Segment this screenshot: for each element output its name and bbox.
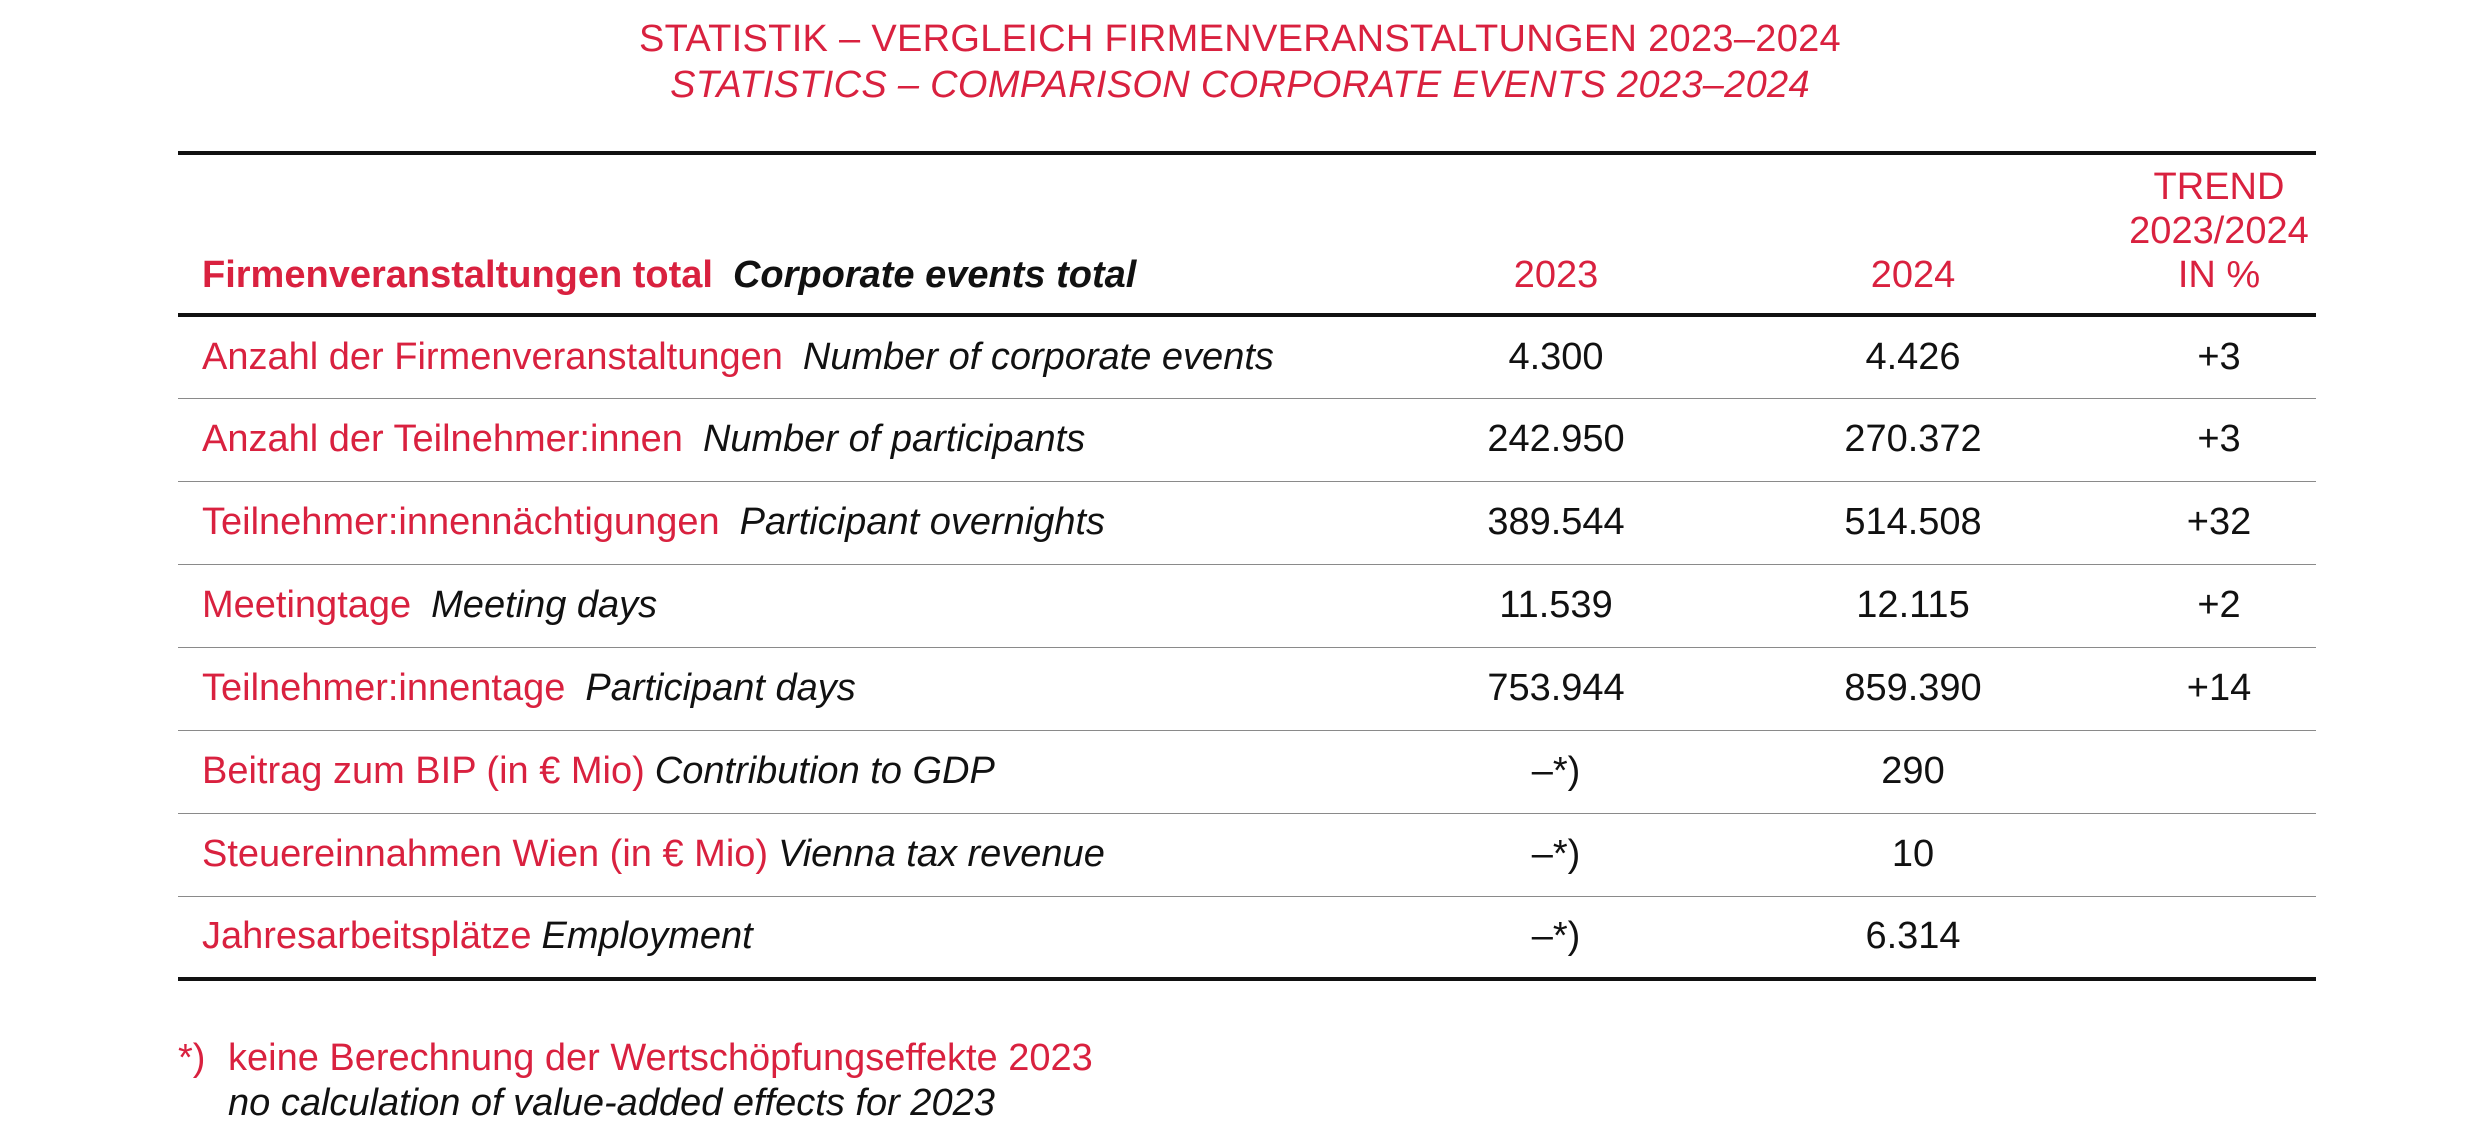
value-2023: –*) bbox=[1531, 750, 1581, 792]
value-2024: 859.390 bbox=[1844, 667, 1982, 709]
row-label-english: Contribution to GDP bbox=[654, 750, 995, 792]
value-trend: +14 bbox=[2186, 667, 2252, 709]
table-row: Meetingtage Meeting days 11.539 12.115 +2 bbox=[178, 564, 2316, 647]
value-trend: +32 bbox=[2186, 501, 2252, 543]
header-label-cell: Firmenveranstaltungen total Corporate eve… bbox=[178, 153, 1408, 315]
row-label: Anzahl der Firmenveranstaltungen Number o… bbox=[178, 315, 1408, 398]
row-label-german: Jahresarbeitsplätze bbox=[202, 915, 532, 958]
statistics-table-wrap: Firmenveranstaltungen total Corporate eve… bbox=[178, 151, 2316, 981]
value-2023: 4.300 bbox=[1508, 335, 1604, 378]
header-label-english: Corporate events total bbox=[732, 254, 1137, 296]
title-block: STATISTIK – VERGLEICH FIRMENVERANSTALTUN… bbox=[0, 16, 2480, 108]
statistics-table: Firmenveranstaltungen total Corporate eve… bbox=[178, 151, 2316, 981]
row-label-english: Participant days bbox=[585, 667, 856, 709]
row-label-english: Number of participants bbox=[702, 418, 1086, 460]
row-label: Beitrag zum BIP (in € Mio) Contribution t… bbox=[178, 730, 1408, 813]
value-2024: 270.372 bbox=[1844, 418, 1982, 460]
value-2023: –*) bbox=[1531, 915, 1581, 958]
row-label-german: Anzahl der Teilnehmer:innen bbox=[202, 418, 683, 460]
page-title-german: STATISTIK – VERGLEICH FIRMENVERANSTALTUN… bbox=[639, 18, 1841, 60]
footnote-english: no calculation of value-added effects fo… bbox=[228, 1082, 995, 1124]
footnote-german: keine Berechnung der Wertschöpfungseffek… bbox=[228, 1037, 1093, 1079]
value-trend bbox=[2122, 730, 2316, 813]
footnote-german-line: *) keine Berechnung der Wertschöpfungseff… bbox=[178, 1036, 1093, 1081]
row-label-english: Participant overnights bbox=[739, 501, 1106, 543]
footnote: *) keine Berechnung der Wertschöpfungseff… bbox=[178, 1036, 1093, 1126]
row-label-english: Employment bbox=[541, 915, 753, 958]
row-label-german: Teilnehmer:innennächtigungen bbox=[202, 501, 720, 543]
header-year-2023: 2023 bbox=[1513, 254, 1599, 296]
header-trend: TREND 2023/2024 IN % bbox=[2122, 153, 2316, 315]
table-row: Anzahl der Teilnehmer:innen Number of par… bbox=[178, 398, 2316, 481]
header-label-german: Firmenveranstaltungen total bbox=[202, 254, 713, 296]
row-label-english: Meeting days bbox=[431, 584, 658, 626]
value-2023: 389.544 bbox=[1487, 501, 1625, 543]
value-trend bbox=[2122, 813, 2316, 896]
value-2024: 290 bbox=[1881, 750, 1945, 792]
footnote-mark: *) bbox=[178, 1037, 206, 1079]
value-trend: +3 bbox=[2197, 418, 2241, 460]
header-trend-line3: IN % bbox=[2177, 254, 2261, 296]
row-label-english: Number of corporate events bbox=[802, 335, 1274, 378]
table-row: Teilnehmer:innentage Participant days 753… bbox=[178, 647, 2316, 730]
value-2024: 12.115 bbox=[1856, 584, 1970, 626]
value-2024: 6.314 bbox=[1865, 915, 1961, 958]
table-row: Anzahl der Firmenveranstaltungen Number o… bbox=[178, 315, 2316, 398]
header-year-2024: 2024 bbox=[1870, 254, 1956, 296]
page-title-english: STATISTICS – COMPARISON CORPORATE EVENTS… bbox=[670, 64, 1810, 106]
value-2024: 514.508 bbox=[1844, 501, 1982, 543]
value-2024: 10 bbox=[1891, 833, 1935, 875]
row-label-german: Steuereinnahmen Wien (in € Mio) bbox=[202, 833, 769, 875]
row-label: Teilnehmer:innennächtigungen Participant … bbox=[178, 481, 1408, 564]
value-2023: 753.944 bbox=[1487, 667, 1625, 709]
row-label-english: Vienna tax revenue bbox=[778, 833, 1105, 875]
table-row: Steuereinnahmen Wien (in € Mio) Vienna ta… bbox=[178, 813, 2316, 896]
table-row: Beitrag zum BIP (in € Mio) Contribution t… bbox=[178, 730, 2316, 813]
value-trend: +2 bbox=[2197, 584, 2241, 626]
value-2023: –*) bbox=[1531, 833, 1581, 875]
row-label: Anzahl der Teilnehmer:innen Number of par… bbox=[178, 398, 1408, 481]
header-trend-line1: TREND bbox=[2153, 166, 2285, 208]
row-label-german: Meetingtage bbox=[202, 584, 412, 626]
row-label: Teilnehmer:innentage Participant days bbox=[178, 647, 1408, 730]
row-label: Steuereinnahmen Wien (in € Mio) Vienna ta… bbox=[178, 813, 1408, 896]
row-label-german: Teilnehmer:innentage bbox=[202, 667, 566, 709]
header-trend-line2: 2023/2024 bbox=[2129, 210, 2309, 252]
row-label-german: Beitrag zum BIP (in € Mio) bbox=[202, 750, 645, 792]
value-2023: 11.539 bbox=[1499, 584, 1613, 626]
table-row: Teilnehmer:innennächtigungen Participant … bbox=[178, 481, 2316, 564]
value-2024: 4.426 bbox=[1865, 335, 1961, 378]
value-trend bbox=[2122, 896, 2316, 979]
value-2023: 242.950 bbox=[1487, 418, 1625, 460]
row-label-german: Anzahl der Firmenveranstaltungen bbox=[202, 335, 783, 378]
value-trend: +3 bbox=[2197, 335, 2241, 378]
table-row: Jahresarbeitsplätze Employment –*) 6.314 bbox=[178, 896, 2316, 979]
row-label: Meetingtage Meeting days bbox=[178, 564, 1408, 647]
row-label: Jahresarbeitsplätze Employment bbox=[178, 896, 1408, 979]
table-header-row: Firmenveranstaltungen total Corporate eve… bbox=[178, 153, 2316, 315]
